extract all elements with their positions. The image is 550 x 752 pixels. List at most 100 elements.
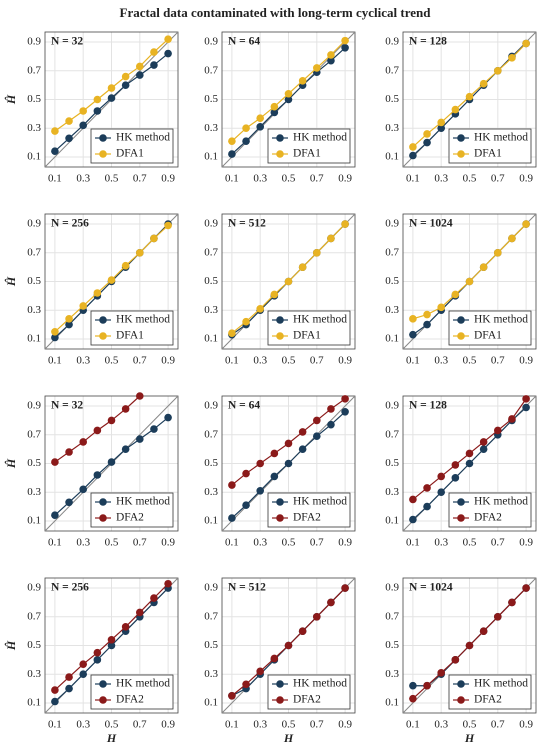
data-point xyxy=(341,220,349,228)
y-axis-label: Ĥ xyxy=(4,94,18,105)
legend-marker xyxy=(99,696,107,704)
data-point xyxy=(107,458,116,466)
y-tick-label: 0.7 xyxy=(385,610,399,622)
data-point xyxy=(51,697,59,706)
x-tick-label: 0.5 xyxy=(282,537,296,549)
data-point xyxy=(437,668,446,677)
panel-annotation: N = 256 xyxy=(51,582,89,594)
legend-marker xyxy=(99,332,107,340)
x-tick-label: 0.5 xyxy=(463,173,477,185)
panel-annotation: N = 64 xyxy=(228,36,260,48)
data-point xyxy=(522,403,530,412)
data-point xyxy=(93,471,102,479)
data-point xyxy=(409,694,417,703)
y-tick-label: 0.7 xyxy=(27,64,41,76)
data-point xyxy=(150,594,158,602)
data-point xyxy=(508,598,516,607)
data-point xyxy=(107,94,116,102)
legend-marker xyxy=(99,498,107,506)
legend-label: HK method xyxy=(116,132,170,144)
y-tick-label: 0.9 xyxy=(204,218,218,230)
data-point xyxy=(284,641,293,650)
y-tick-label: 0.1 xyxy=(27,332,41,344)
legend-label: HK method xyxy=(116,496,170,508)
x-tick-label: 0.1 xyxy=(48,173,62,185)
data-point xyxy=(121,72,130,81)
x-tick-label: 0.3 xyxy=(253,173,267,185)
data-point xyxy=(451,461,460,469)
y-tick-label: 0.9 xyxy=(385,36,399,48)
plot-frame xyxy=(402,213,537,350)
legend-label: DFA1 xyxy=(116,148,144,160)
y-tick-label: 0.9 xyxy=(204,36,218,48)
data-point xyxy=(121,81,130,89)
data-point xyxy=(228,514,236,522)
data-point xyxy=(493,612,502,621)
data-point xyxy=(465,641,474,650)
data-point xyxy=(107,635,116,644)
data-point xyxy=(228,481,236,489)
x-tick-label: 0.3 xyxy=(76,173,90,185)
x-tick-label: 0.7 xyxy=(491,537,505,549)
data-point xyxy=(508,415,516,423)
y-tick-label: 0.3 xyxy=(27,122,41,134)
plot-frame xyxy=(221,213,356,350)
y-tick-label: 0.9 xyxy=(27,582,41,594)
panel-annotation: N = 1024 xyxy=(409,218,453,230)
data-point xyxy=(409,681,417,690)
data-point xyxy=(242,317,250,326)
data-point xyxy=(242,137,250,145)
y-tick-label: 0.7 xyxy=(27,246,41,258)
data-point xyxy=(423,681,431,690)
y-tick-label: 0.7 xyxy=(385,64,399,76)
y-tick-label: 0.9 xyxy=(204,400,218,412)
y-tick-label: 0.9 xyxy=(27,218,41,230)
panel-annotation: N = 64 xyxy=(228,400,260,412)
data-point xyxy=(150,234,158,243)
legend-label: DFA2 xyxy=(116,694,144,706)
legend-marker xyxy=(99,316,107,324)
data-point xyxy=(423,138,431,147)
data-point xyxy=(341,43,349,52)
legend-marker xyxy=(276,680,284,688)
data-point xyxy=(327,51,335,59)
x-tick-label: 0.3 xyxy=(434,173,448,185)
legend-label: DFA1 xyxy=(116,330,144,342)
data-point xyxy=(256,667,265,676)
panel-annotation: N = 512 xyxy=(228,218,266,230)
legend-label: HK method xyxy=(293,314,347,326)
data-point xyxy=(135,392,144,400)
legend-marker xyxy=(276,316,284,324)
data-point xyxy=(242,501,250,509)
data-point xyxy=(298,428,307,436)
x-tick-label: 0.1 xyxy=(48,719,62,731)
data-point xyxy=(150,48,158,56)
y-tick-label: 0.3 xyxy=(204,122,218,134)
data-point xyxy=(493,426,502,435)
data-point xyxy=(164,35,172,43)
data-point xyxy=(135,248,144,257)
legend-marker xyxy=(457,332,465,340)
data-point xyxy=(341,395,349,403)
data-point xyxy=(327,420,335,429)
data-point xyxy=(256,486,265,495)
x-tick-label: 0.5 xyxy=(463,355,477,367)
panel-annotation: N = 128 xyxy=(409,400,447,412)
plot-frame xyxy=(44,577,179,714)
legend-marker xyxy=(457,316,465,324)
y-tick-label: 0.3 xyxy=(385,486,399,498)
y-tick-label: 0.5 xyxy=(204,93,218,105)
y-tick-label: 0.1 xyxy=(385,514,399,526)
data-point xyxy=(437,118,446,127)
data-point xyxy=(479,79,488,88)
y-tick-label: 0.1 xyxy=(204,332,218,344)
y-tick-label: 0.3 xyxy=(385,304,399,316)
data-point xyxy=(327,56,335,65)
y-tick-label: 0.3 xyxy=(385,122,399,134)
data-point xyxy=(437,472,446,481)
x-tick-label: 0.9 xyxy=(338,537,352,549)
data-point xyxy=(423,130,431,138)
x-tick-label: 0.1 xyxy=(406,719,420,731)
y-tick-label: 0.9 xyxy=(385,400,399,412)
